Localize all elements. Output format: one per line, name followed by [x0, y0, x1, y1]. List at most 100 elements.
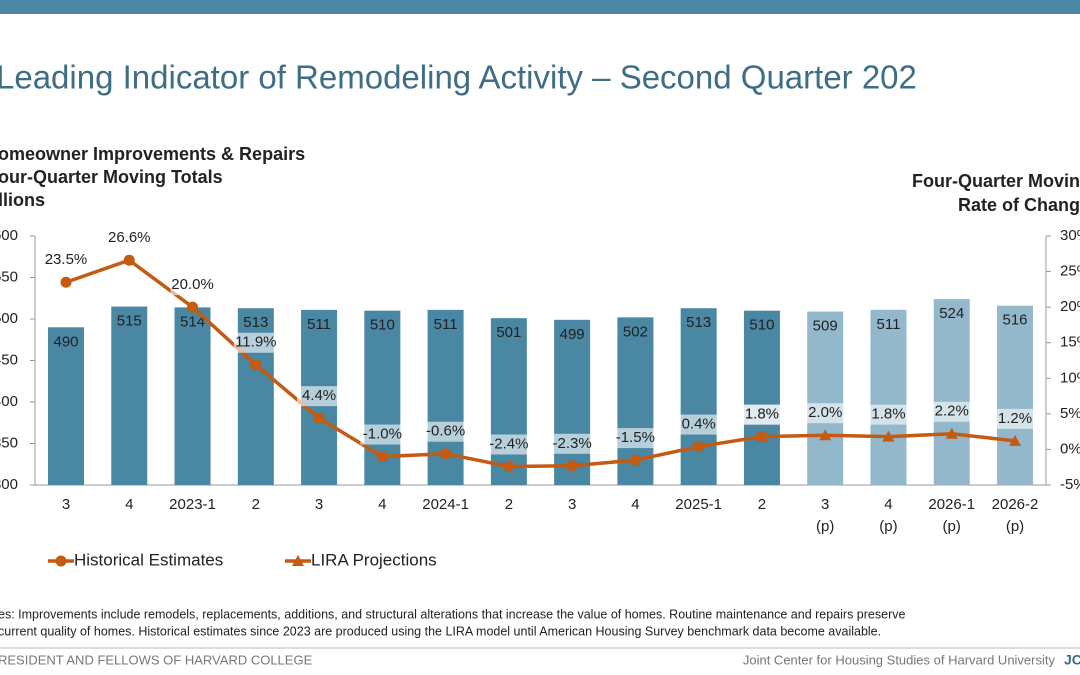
line-value-label: 1.2%: [998, 410, 1032, 427]
line-value-label: 2.2%: [935, 403, 969, 420]
line-value-label: -2.3%: [553, 435, 592, 452]
label-background: [993, 408, 1037, 429]
y2-tick-label: 30%: [1060, 227, 1080, 244]
point: [187, 301, 199, 313]
bar: [997, 305, 1033, 485]
point: [693, 441, 705, 453]
bar-value-label: 511: [434, 316, 458, 333]
line-value-label: 23.5%: [45, 251, 88, 268]
line-value-label: -1.0%: [363, 426, 402, 443]
x-tick-label: 2024-1: [422, 496, 469, 513]
y-axis-title: our-Quarter Moving Totals: [0, 167, 223, 187]
x-tick-label: 2: [252, 496, 260, 513]
point: [1009, 434, 1021, 446]
point: [55, 555, 67, 567]
label-background: [613, 428, 658, 449]
x-tick-label: 2026-1: [928, 496, 975, 513]
y-tick-label: 600: [0, 227, 18, 244]
bar: [933, 299, 970, 485]
y2-tick-label: -5%: [1060, 476, 1080, 493]
note: es: Improvements include remodels, repla…: [0, 607, 905, 621]
bar: [174, 307, 211, 485]
y-axis-title: llions: [0, 190, 45, 210]
y2-tick-label: 15%: [1060, 334, 1080, 351]
footer-logo: JC: [1064, 652, 1080, 668]
point: [440, 448, 452, 460]
x-tick-label: 2026-2: [992, 496, 1039, 513]
bar-value-label: 511: [307, 316, 331, 333]
line-value-label: -1.5%: [616, 429, 655, 446]
footer-right: Joint Center for Housing Studies of Harv…: [743, 652, 1056, 667]
label-background: [929, 401, 974, 422]
bar-value-label: 513: [243, 314, 268, 331]
x-tick-label: (p): [879, 518, 897, 535]
bar: [490, 318, 527, 485]
x-tick-label: 4: [631, 496, 639, 513]
line-value-label: 2.0%: [808, 404, 842, 421]
x-tick-label: 3: [315, 496, 323, 513]
x-tick-label: 3: [62, 496, 70, 513]
y2-tick-label: 25%: [1060, 263, 1080, 280]
x-tick-label: 4: [884, 496, 892, 513]
x-tick-label: (p): [1006, 518, 1024, 535]
label-background: [739, 404, 784, 425]
bar-value-label: 514: [180, 313, 205, 330]
bar-value-label: 499: [560, 326, 585, 343]
y2-axis-title: Rate of Chang: [958, 195, 1080, 215]
label-background: [233, 332, 278, 353]
top-band: [0, 0, 1080, 14]
line-value-label: 11.9%: [235, 334, 276, 351]
line-value-label: -0.6%: [426, 423, 465, 440]
y-tick-label: 500: [0, 310, 18, 327]
bar-value-label: 510: [370, 317, 395, 334]
y2-tick-label: 20%: [1060, 298, 1080, 315]
label-background: [550, 433, 595, 454]
bar-value-label: 524: [939, 305, 964, 322]
bar: [807, 311, 844, 485]
y-tick-label: 550: [0, 268, 18, 285]
label-background: [423, 421, 468, 442]
bar: [111, 306, 148, 485]
line-value-label: 26.6%: [108, 229, 151, 246]
line-value-label: 1.8%: [745, 406, 779, 423]
label-background: [803, 403, 848, 424]
point: [945, 427, 958, 439]
bar: [48, 327, 84, 485]
point: [756, 431, 768, 443]
slide-title: Leading Indicator of Remodeling Activity…: [0, 59, 917, 96]
line-value-label: 20.0%: [171, 276, 214, 293]
point: [376, 451, 388, 463]
bar: [870, 309, 907, 485]
line-value-label: -2.4%: [489, 435, 528, 452]
bar-value-label: 502: [623, 323, 648, 340]
footer-left: RESIDENT AND FELLOWS OF HARVARD COLLEGE: [0, 652, 313, 667]
y-tick-label: 350: [0, 434, 18, 451]
bar: [554, 319, 591, 485]
point: [292, 555, 304, 566]
point: [60, 276, 72, 288]
x-tick-label: 3: [568, 496, 576, 513]
line: [65, 258, 763, 469]
y2-tick-label: 5%: [1060, 405, 1080, 422]
point: [629, 454, 641, 466]
x-tick-label: (p): [943, 518, 961, 535]
note: current quality of homes. Historical est…: [0, 624, 881, 638]
y-tick-label: 400: [0, 393, 18, 410]
bar-value-label: 509: [813, 317, 838, 334]
y2-tick-label: 0%: [1060, 440, 1080, 457]
label-background: [107, 228, 152, 249]
y2-tick-label: 10%: [1060, 369, 1080, 386]
point: [313, 412, 325, 424]
label-background: [170, 275, 215, 296]
legend-label: LIRA Projections: [311, 550, 437, 569]
bar: [680, 308, 717, 485]
x-tick-label: 2: [758, 496, 766, 513]
bar-value-label: 490: [53, 333, 78, 350]
label-background: [297, 386, 342, 407]
label-background: [486, 434, 531, 455]
bar-value-label: 513: [686, 314, 711, 331]
label-background: [360, 424, 405, 445]
point: [566, 460, 578, 472]
x-tick-label: 4: [125, 496, 133, 513]
